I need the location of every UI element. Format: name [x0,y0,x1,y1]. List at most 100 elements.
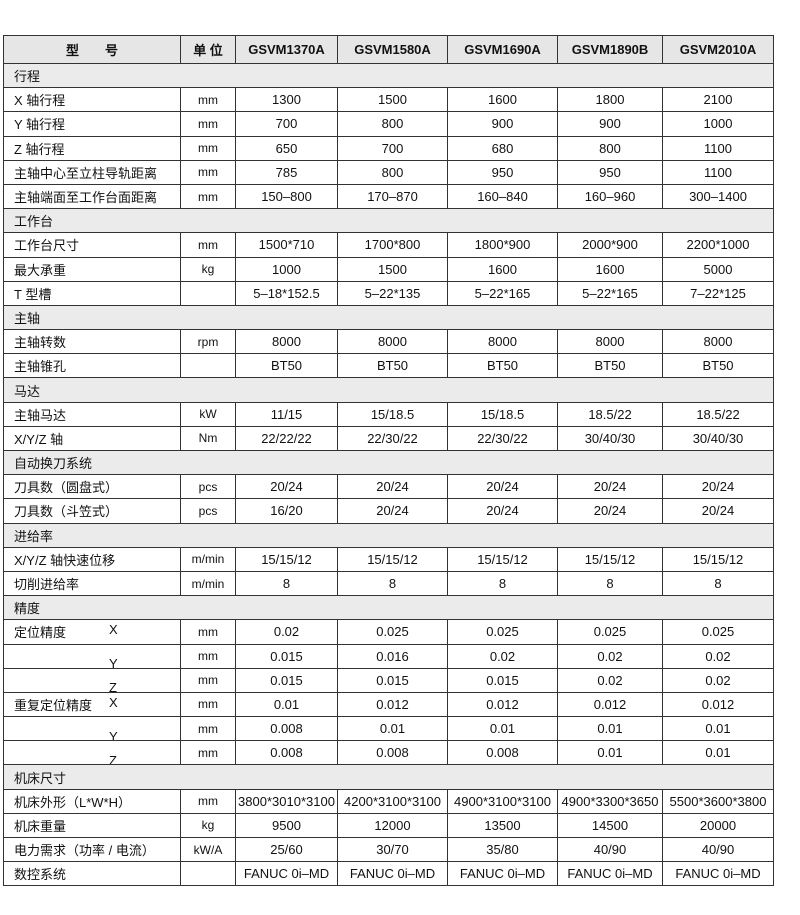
value-cell: 8000 [235,329,338,355]
value-cell: 15/18.5 [337,401,448,427]
row-label-cell: X/Y/Z 轴快速位移 [3,546,181,572]
value-cell: 3800*3010*3100 [235,788,338,814]
value-cell: 1600 [557,256,663,282]
value-cell: 20/24 [557,474,663,500]
header-model-4: GSVM2010A [662,35,774,64]
table-row: 工作台尺寸 mm 1500*710 1700*800 1800*900 2000*900 2… [3,232,774,258]
value-cell: 8000 [662,329,774,355]
row-label: 重复定位精度 [14,697,93,713]
row-unit: mm [180,183,236,210]
value-cell: 700 [337,135,448,161]
value-cell: 0.01 [662,716,774,742]
row-label: 主轴转数 [14,335,67,351]
value-cell: 1800*900 [447,232,558,258]
row-unit: mm [180,716,236,742]
row-label-cell: X 轴行程 [3,87,181,113]
section-title: 主轴 [3,304,774,331]
value-cell: FANUC 0i–MD [662,861,774,887]
table-row: 数控系统 FANUC 0i–MD FANUC 0i–MD FANUC 0i–MD FAN… [3,861,774,887]
row-label-cell: 刀具数（斗笠式） [3,498,181,524]
value-cell: 5–18*152.5 [235,280,338,306]
value-cell: 0.02 [662,667,774,693]
value-cell: 300–1400 [662,183,774,210]
spec-table-body: 行程 X 轴行程 mm 1300 1500 1600 1800 2100 Y 轴行程 mm 700 8… [3,62,774,887]
row-axis: Z [109,680,117,693]
header-model-2: GSVM1690A [447,35,558,64]
value-cell: 7–22*125 [662,280,774,306]
table-row: 机床重量 kg 9500 12000 13500 14500 20000 [3,812,774,839]
value-cell: 950 [447,159,558,185]
value-cell: 11/15 [235,401,338,427]
row-unit [180,861,236,887]
value-cell: 1000 [235,256,338,282]
value-cell: 20/24 [337,498,448,524]
value-cell: FANUC 0i–MD [337,861,448,887]
value-cell: 8 [557,570,663,597]
section-row: 精度 [3,595,774,621]
table-row: Y 轴行程 mm 700 800 900 900 1000 [3,111,774,137]
row-label: Z 轴行程 [14,141,65,157]
value-cell: 30/40/30 [557,425,663,452]
row-label: 主轴中心至立柱导轨距离 [14,165,158,181]
value-cell: 0.016 [337,643,448,669]
value-cell: 12000 [337,812,448,839]
value-cell: 1600 [447,256,558,282]
section-row: 工作台 [3,208,774,234]
row-label: 定位精度 [14,625,67,641]
value-cell: 0.02 [557,667,663,693]
value-cell: 160–840 [447,183,558,210]
section-title: 机床尺寸 [3,764,774,790]
value-cell: 800 [337,111,448,137]
value-cell: 170–870 [337,183,448,210]
table-row: 刀具数（斗笠式） pcs 16/20 20/24 20/24 20/24 20/24 [3,498,774,524]
section-title: 进给率 [3,522,774,548]
row-label-cell: Y [3,643,181,669]
value-cell: 8 [447,570,558,597]
table-row: 主轴中心至立柱导轨距离 mm 785 800 950 950 1100 [3,159,774,185]
value-cell: 785 [235,159,338,185]
row-label-cell: 重复定位精度 X [3,691,181,718]
row-label-cell: X/Y/Z 轴 [3,425,181,452]
value-cell: 2200*1000 [662,232,774,258]
value-cell: 30/40/30 [662,425,774,452]
value-cell: 0.025 [447,619,558,645]
row-label-cell: 主轴马达 [3,401,181,427]
row-axis: Y [109,728,118,741]
row-unit: mm [180,691,236,718]
row-label-cell: T 型槽 [3,280,181,306]
value-cell: 900 [557,111,663,137]
value-cell: 4900*3300*3650 [557,788,663,814]
value-cell: 1500*710 [235,232,338,258]
value-cell: 700 [235,111,338,137]
section-row: 机床尺寸 [3,764,774,790]
value-cell: 0.015 [447,667,558,693]
row-unit: pcs [180,498,236,524]
table-row: 主轴端面至工作台面距离 mm 150–800 170–870 160–840 160–96… [3,183,774,210]
value-cell: 5000 [662,256,774,282]
row-unit: mm [180,159,236,185]
value-cell: 5–22*165 [447,280,558,306]
table-row: 主轴转数 rpm 8000 8000 8000 8000 8000 [3,329,774,355]
value-cell: 0.01 [235,691,338,718]
row-label-cell: 主轴锥孔 [3,353,181,379]
table-row: 电力需求（功率 / 电流） kW/A 25/60 30/70 35/80 40/90 40/… [3,836,774,863]
row-unit: pcs [180,474,236,500]
row-unit: mm [180,232,236,258]
value-cell: 20000 [662,812,774,839]
value-cell: 4200*3100*3100 [337,788,448,814]
value-cell: 0.01 [557,716,663,742]
value-cell: 40/90 [662,836,774,863]
table-row: X/Y/Z 轴 Nm 22/22/22 22/30/22 22/30/22 30/40/3… [3,425,774,452]
value-cell: 20/24 [557,498,663,524]
value-cell: 14500 [557,812,663,839]
section-row: 自动换刀系统 [3,449,774,476]
value-cell: FANUC 0i–MD [235,861,338,887]
value-cell: 0.02 [557,643,663,669]
row-label: 电力需求（功率 / 电流） [14,843,155,859]
row-label-cell: Y 轴行程 [3,111,181,137]
row-unit: kg [180,256,236,282]
value-cell: 800 [337,159,448,185]
section-title: 马达 [3,377,774,403]
